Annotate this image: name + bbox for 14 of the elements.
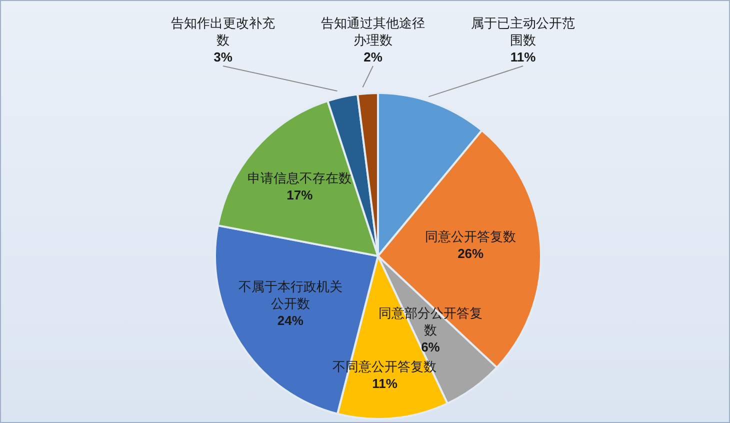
slice-label: 同意公开答复数 bbox=[425, 228, 516, 244]
slice-label: 不属于本行政机关公开数 bbox=[238, 278, 342, 311]
data-label: 11% bbox=[372, 376, 398, 392]
data-label: 17% bbox=[286, 187, 314, 202]
slice-label: 申请信息不存在数 bbox=[248, 170, 352, 186]
slice-label: 告知通过其他途径办理数 bbox=[321, 16, 425, 48]
data-label: 11% bbox=[510, 50, 536, 64]
data-label: 6% bbox=[421, 340, 440, 355]
slice-label: 属于已主动公开范围数 bbox=[471, 16, 575, 48]
slice-label: 告知作出更改补充数 bbox=[171, 16, 275, 48]
data-label: 24% bbox=[277, 312, 304, 328]
data-label: 3% bbox=[214, 50, 233, 64]
data-label: 26% bbox=[458, 246, 484, 261]
data-label: 2% bbox=[364, 50, 383, 64]
